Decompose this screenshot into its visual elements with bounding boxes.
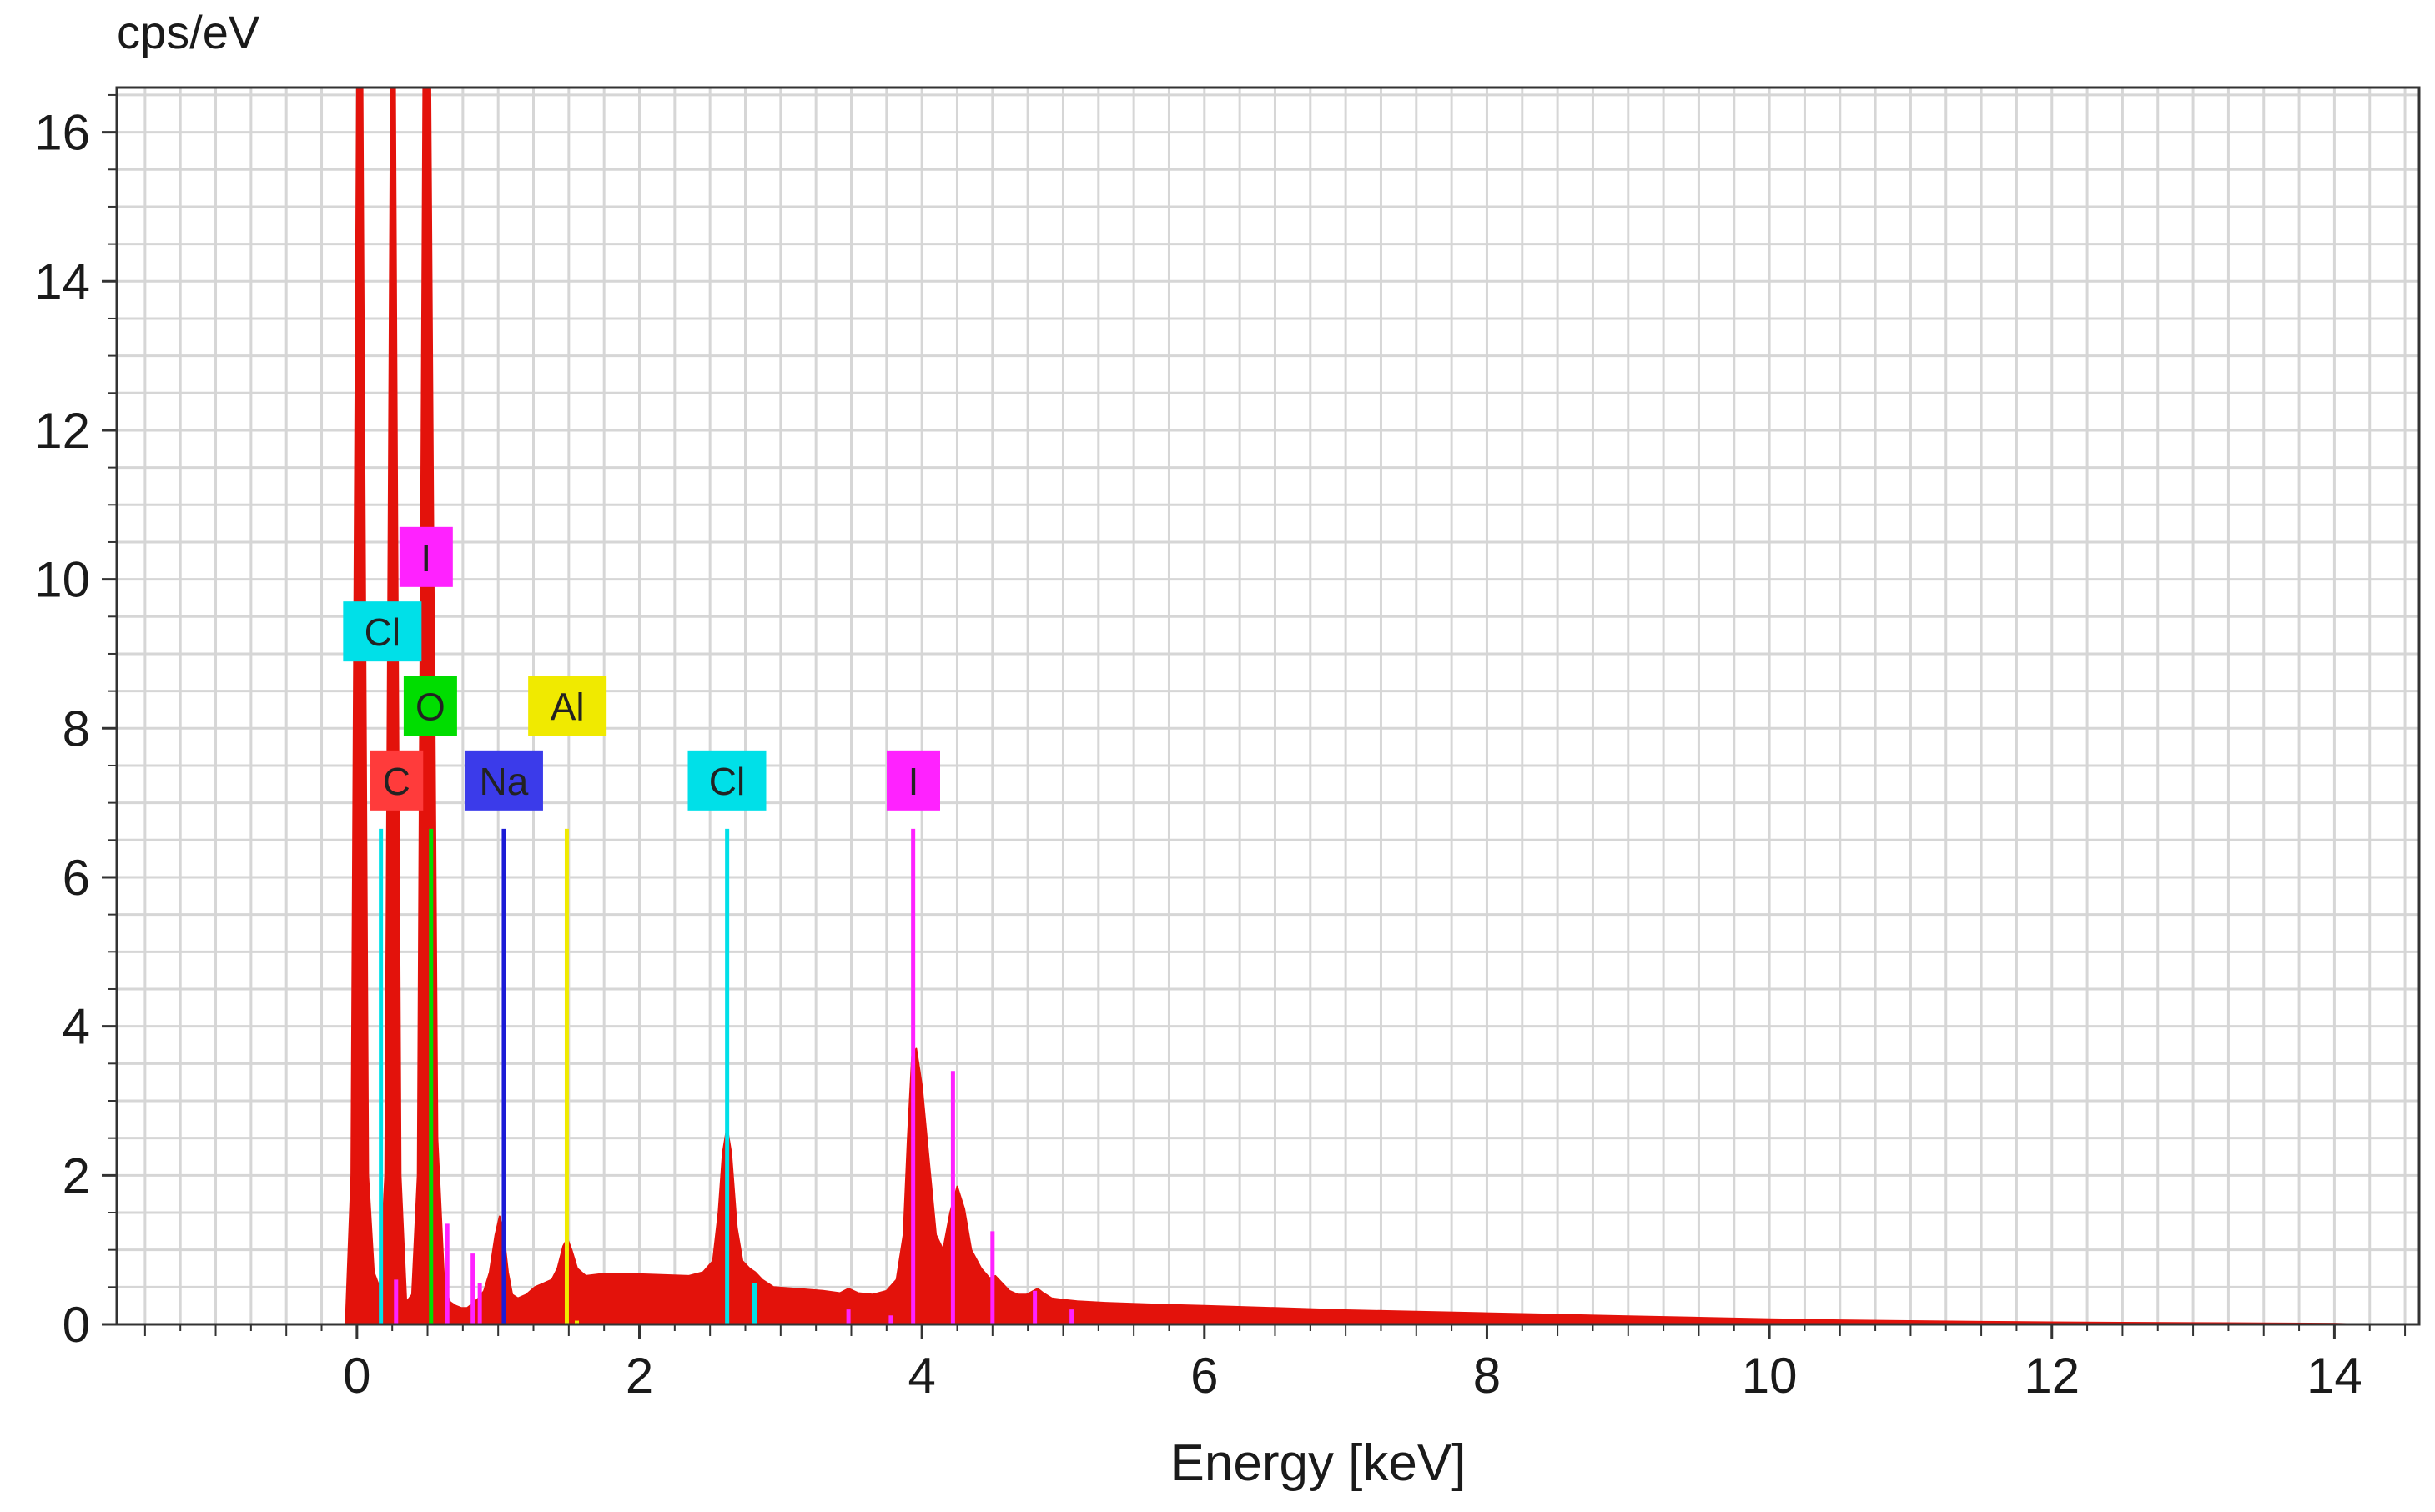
x-tick-label: 12	[2024, 1348, 2080, 1404]
element-label-box	[403, 676, 457, 736]
x-tick-label: 0	[343, 1348, 370, 1404]
element-label-box	[343, 601, 422, 662]
element-label: O	[415, 686, 445, 729]
x-axis-label: Energy [keV]	[1170, 1434, 1467, 1492]
element-label: I	[908, 760, 919, 803]
x-tick-label: 14	[2307, 1348, 2362, 1404]
element-label: C	[383, 760, 410, 803]
label-layer: I Cl O Al C Na Cl I	[343, 526, 940, 811]
element-label-box	[886, 750, 940, 811]
x-tick-label: 4	[908, 1348, 935, 1404]
x-tick-label: 6	[1190, 1348, 1218, 1404]
y-axis-label: cps/eV	[117, 6, 260, 58]
element-label: Cl	[365, 610, 400, 654]
y-tick-label: 10	[34, 552, 90, 608]
y-tick-label: 0	[63, 1297, 90, 1353]
element-label-box	[528, 676, 607, 736]
element-label: Na	[480, 760, 529, 803]
y-tick-label: 6	[63, 850, 90, 906]
tick-layer: 0 2 4 6 8 10 12 14 0 2 4 6 8 10 12 14 16	[34, 93, 2407, 1404]
element-label: Cl	[709, 760, 745, 803]
element-label: Al	[551, 686, 585, 729]
element-label-box	[399, 526, 453, 587]
element-label-box	[687, 750, 767, 811]
y-tick-label: 4	[63, 999, 90, 1055]
grid-layer	[117, 88, 2419, 1326]
element-label: I	[420, 536, 431, 580]
plot-frame	[115, 86, 2421, 1326]
y-tick-label: 12	[34, 403, 90, 459]
marker-layer	[379, 828, 1074, 1324]
y-tick-label: 16	[34, 105, 90, 161]
y-tick-label: 2	[63, 1148, 90, 1203]
spectrum-layer	[345, 87, 2364, 1325]
y-tick-label: 14	[34, 254, 90, 309]
element-label-box	[370, 750, 424, 811]
x-tick-label: 2	[626, 1348, 653, 1404]
x-tick-label: 10	[1742, 1348, 1798, 1404]
y-tick-label: 8	[63, 701, 90, 756]
x-tick-label: 8	[1473, 1348, 1501, 1404]
spectrum-area	[345, 87, 2364, 1325]
element-label-box	[464, 750, 543, 811]
